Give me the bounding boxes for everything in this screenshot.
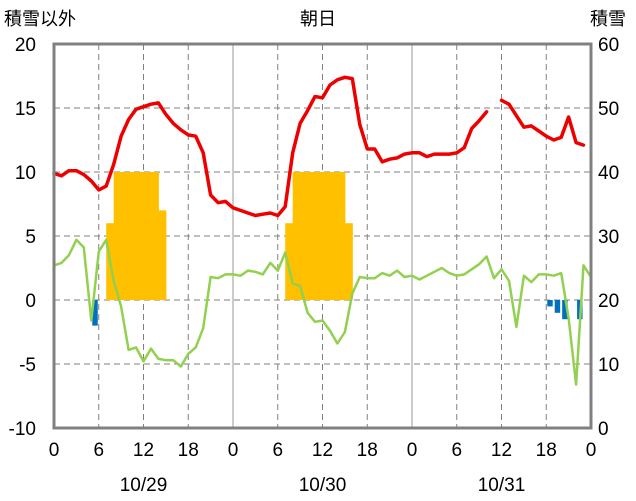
x-tick-label: 12 [491, 440, 512, 461]
orange-bar [121, 172, 130, 300]
chart-title: 朝日 [300, 9, 336, 29]
orange-bar [143, 172, 152, 300]
left-axis-title: 積雪以外 [4, 9, 76, 29]
blue-bar [547, 300, 553, 307]
orange-bar [300, 172, 309, 300]
right-tick-label: 20 [598, 291, 619, 312]
orange-bar [150, 172, 159, 300]
x-tick-label: 0 [49, 440, 60, 461]
right-tick-label: 30 [598, 227, 619, 248]
left-tick-label: -5 [19, 355, 36, 376]
date-label: 10/31 [478, 475, 526, 496]
x-tick-label: 18 [178, 440, 199, 461]
x-tick-label: 12 [133, 440, 154, 461]
orange-bar [329, 172, 338, 300]
orange-bar [285, 223, 294, 300]
blue-bar [92, 300, 98, 326]
date-label: 10/29 [120, 475, 168, 496]
x-tick-label: 18 [357, 440, 378, 461]
x-tick-label: 0 [228, 440, 239, 461]
right-tick-label: 40 [598, 163, 619, 184]
orange-bar [136, 172, 144, 300]
right-tick-label: 10 [598, 355, 619, 376]
x-tick-label: 12 [312, 440, 333, 461]
x-tick-label: 18 [536, 440, 557, 461]
orange-bar [113, 172, 122, 300]
left-tick-label: 10 [15, 163, 36, 184]
red-line-series [52, 75, 489, 218]
date-label: 10/30 [299, 475, 347, 496]
plot-frame [52, 42, 593, 430]
right-axis-title: 積雪 [590, 9, 626, 29]
right-tick-label: 0 [598, 419, 609, 440]
orange-bar [307, 172, 316, 300]
left-tick-label: 0 [25, 291, 36, 312]
blue-bar [562, 300, 568, 320]
left-tick-label: -10 [9, 419, 36, 440]
orange-bar [315, 172, 323, 300]
x-tick-label: 6 [93, 440, 104, 461]
x-tick-label: 6 [451, 440, 462, 461]
blue-bar [554, 300, 561, 313]
left-tick-label: 15 [15, 99, 36, 120]
orange-bar [322, 172, 331, 300]
red-line-series [499, 98, 586, 147]
x-tick-label: 0 [586, 440, 597, 461]
left-tick-label: 20 [15, 35, 36, 56]
orange-bar [344, 223, 353, 300]
green-line-series [52, 238, 593, 386]
x-tick-label: 0 [407, 440, 418, 461]
x-tick-label: 6 [272, 440, 283, 461]
orange-bar [128, 172, 137, 300]
right-tick-label: 60 [598, 35, 619, 56]
orange-bar [158, 210, 167, 300]
left-tick-label: 5 [25, 227, 36, 248]
right-tick-label: 50 [598, 99, 619, 120]
orange-bar [337, 172, 346, 300]
orange-bar [292, 172, 301, 300]
